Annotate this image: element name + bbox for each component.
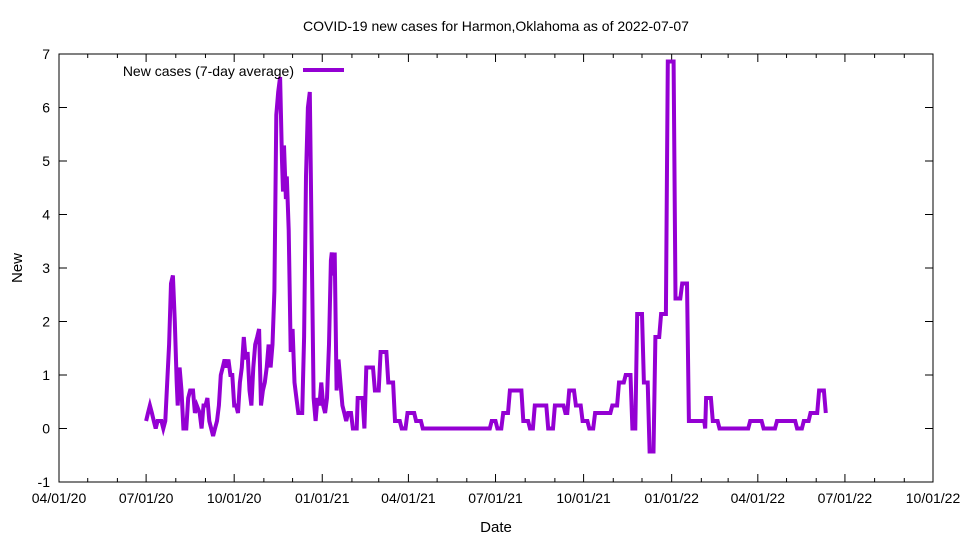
series-line-0 — [144, 59, 828, 454]
x-tick-label: 01/01/21 — [295, 490, 350, 506]
y-axis-ticks: -1 0 1 2 3 4 5 6 7 — [38, 46, 933, 490]
x-axis-ticks: 04/01/20 07/01/20 10/01/20 01/01/21 04/01/21… — [32, 54, 960, 506]
y-tick-label: 1 — [42, 367, 50, 383]
legend: New cases (7-day average) — [123, 63, 344, 79]
legend-entry-label: New cases (7-day average) — [123, 63, 294, 79]
y-tick-label: 2 — [42, 314, 50, 330]
y-tick-label: 6 — [42, 100, 50, 116]
y-tick-label: 5 — [42, 153, 50, 169]
x-tick-label: 07/01/22 — [818, 490, 873, 506]
x-tick-label: 10/01/20 — [207, 490, 262, 506]
x-axis-label: Date — [480, 519, 512, 536]
y-tick-label: -1 — [38, 474, 51, 490]
plot-frame — [58, 53, 934, 483]
x-tick-label: 07/01/21 — [468, 490, 523, 506]
y-tick-label: 0 — [42, 421, 50, 437]
y-tick-label: 4 — [42, 207, 50, 223]
x-tick-label: 04/01/22 — [731, 490, 786, 506]
y-tick-label: 7 — [42, 46, 50, 62]
x-tick-label: 10/01/21 — [556, 490, 611, 506]
x-tick-label: 04/01/20 — [32, 490, 87, 506]
y-tick-label: 3 — [42, 260, 50, 276]
x-tick-label: 07/01/20 — [119, 490, 174, 506]
x-tick-label: 10/01/22 — [906, 490, 960, 506]
x-tick-label: 04/01/21 — [381, 490, 436, 506]
chart-title: COVID-19 new cases for Harmon,Oklahoma a… — [303, 18, 689, 34]
series-layer — [144, 59, 828, 454]
x-tick-label: 01/01/22 — [644, 490, 699, 506]
y-axis-label: New — [9, 253, 26, 283]
